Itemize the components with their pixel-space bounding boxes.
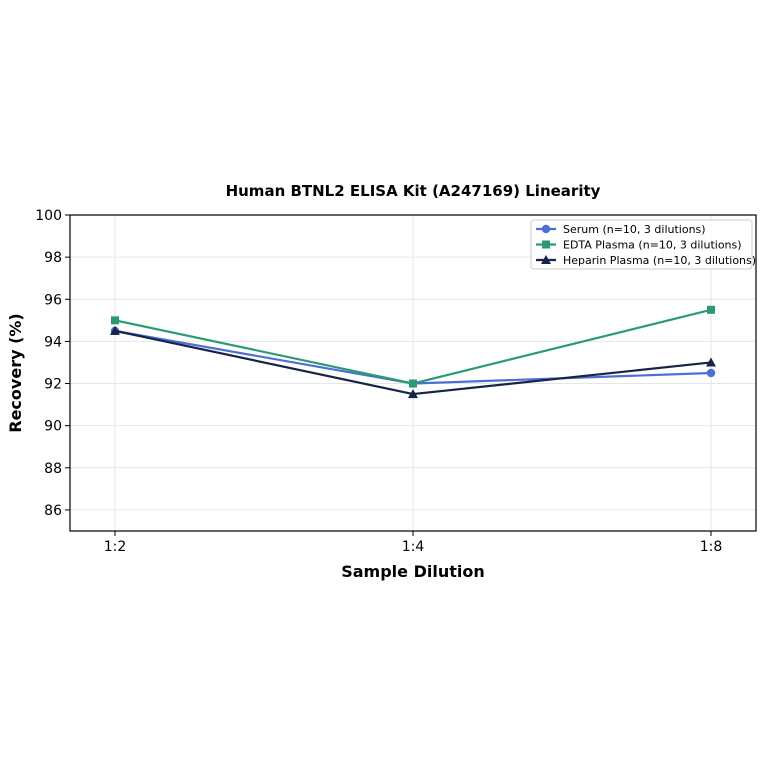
chart-title: Human BTNL2 ELISA Kit (A247169) Linearit… bbox=[226, 182, 601, 200]
legend-swatch-marker bbox=[541, 255, 551, 264]
data-point bbox=[707, 305, 715, 314]
y-tick-label: 92 bbox=[44, 377, 62, 393]
legend-label: Serum (n=10, 3 dilutions) bbox=[563, 223, 706, 236]
y-tick-label: 96 bbox=[44, 292, 62, 308]
legend-item: Heparin Plasma (n=10, 3 dilutions) bbox=[536, 254, 756, 267]
x-tick-label: 1:4 bbox=[402, 539, 425, 555]
x-axis-label: Sample Dilution bbox=[341, 562, 485, 581]
x-tick-label: 1:2 bbox=[104, 539, 127, 555]
y-tick-label: 98 bbox=[44, 250, 62, 266]
series-layer bbox=[110, 305, 716, 399]
x-axis-ticks: 1:2 1:4 1:8 bbox=[104, 531, 723, 555]
y-axis-label: Recovery (%) bbox=[6, 313, 25, 432]
y-tick-label: 88 bbox=[44, 461, 62, 477]
series-square-group bbox=[111, 305, 715, 388]
data-point bbox=[111, 316, 119, 325]
legend-item: EDTA Plasma (n=10, 3 dilutions) bbox=[536, 239, 742, 252]
legend-label: EDTA Plasma (n=10, 3 dilutions) bbox=[563, 239, 742, 252]
data-point bbox=[408, 389, 418, 399]
data-point bbox=[110, 325, 120, 335]
data-point bbox=[706, 357, 716, 367]
x-tick-label: 1:8 bbox=[700, 539, 723, 555]
y-tick-label: 100 bbox=[35, 208, 62, 224]
legend-swatch-marker bbox=[541, 224, 551, 234]
data-point bbox=[706, 368, 716, 378]
y-axis-ticks: 86 88 90 92 94 96 98 100 bbox=[35, 208, 70, 519]
legend-box bbox=[530, 219, 753, 270]
legend-swatch-marker bbox=[542, 240, 550, 249]
legend-label: Heparin Plasma (n=10, 3 dilutions) bbox=[563, 254, 756, 267]
data-point bbox=[409, 379, 417, 388]
legend-item: Serum (n=10, 3 dilutions) bbox=[536, 223, 706, 236]
legend: Serum (n=10, 3 dilutions) EDTA Plasma (n=… bbox=[530, 219, 756, 270]
y-tick-label: 94 bbox=[44, 334, 62, 350]
series-triangle-group bbox=[110, 325, 716, 399]
y-tick-label: 90 bbox=[44, 419, 62, 435]
y-tick-label: 86 bbox=[44, 503, 62, 519]
